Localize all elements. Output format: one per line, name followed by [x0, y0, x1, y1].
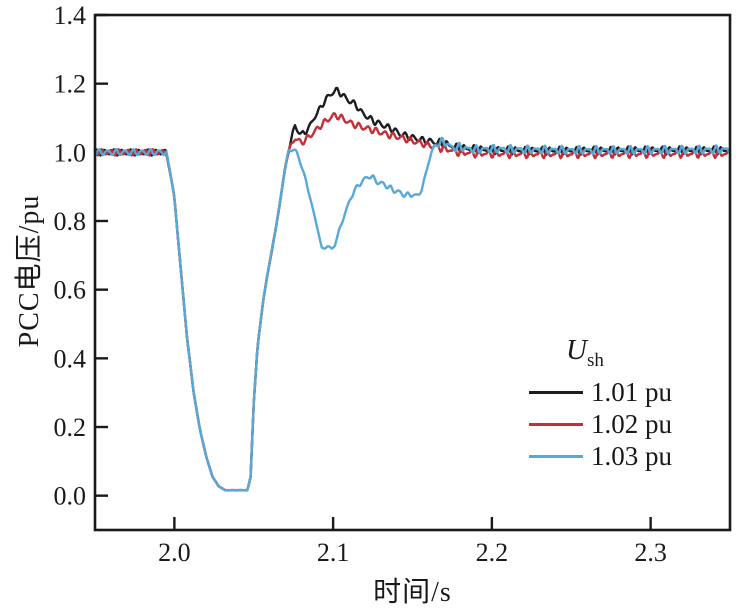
y-tick-label: 0.0 [54, 482, 87, 511]
legend-entry: 1.01 pu [516, 376, 731, 408]
axes-frame [93, 13, 732, 532]
legend-title-symbol: U [566, 334, 587, 366]
x-tick-label: 2.1 [317, 538, 350, 567]
y-tick-label: 0.2 [54, 413, 87, 442]
legend-entry: 1.03 pu [516, 440, 731, 472]
x-axis-label: 时间/s [373, 577, 452, 608]
y-tick-label: 1.0 [54, 138, 87, 167]
y-tick-label: 1.4 [54, 1, 87, 30]
legend-entry-label: 1.02 pu [591, 408, 672, 439]
legend-entry-label: 1.01 pu [591, 376, 672, 407]
legend-entries: 1.01 pu 1.02 pu 1.03 pu [516, 376, 731, 472]
x-tick-label: 2.2 [476, 538, 509, 567]
legend-swatch [529, 390, 583, 394]
legend: Ush 1.01 pu 1.02 pu 1.03 pu [516, 334, 731, 472]
legend-entry-label: 1.03 pu [591, 440, 672, 471]
y-axis-label: PCC电压/pu [14, 194, 45, 348]
legend-swatch [529, 422, 583, 426]
legend-title-subscript: sh [586, 349, 604, 371]
legend-title: Ush [566, 334, 731, 376]
y-tick-label: 1.2 [54, 70, 87, 99]
y-tick-label: 0.6 [54, 276, 87, 305]
x-tick-label: 2.0 [158, 538, 191, 567]
y-tick-label: 0.4 [54, 344, 87, 373]
x-tick-label: 2.3 [634, 538, 667, 567]
y-tick-label: 0.8 [54, 207, 87, 236]
legend-entry: 1.02 pu [516, 408, 731, 440]
legend-swatch [529, 454, 583, 458]
series-line-1.03pu [93, 136, 731, 492]
